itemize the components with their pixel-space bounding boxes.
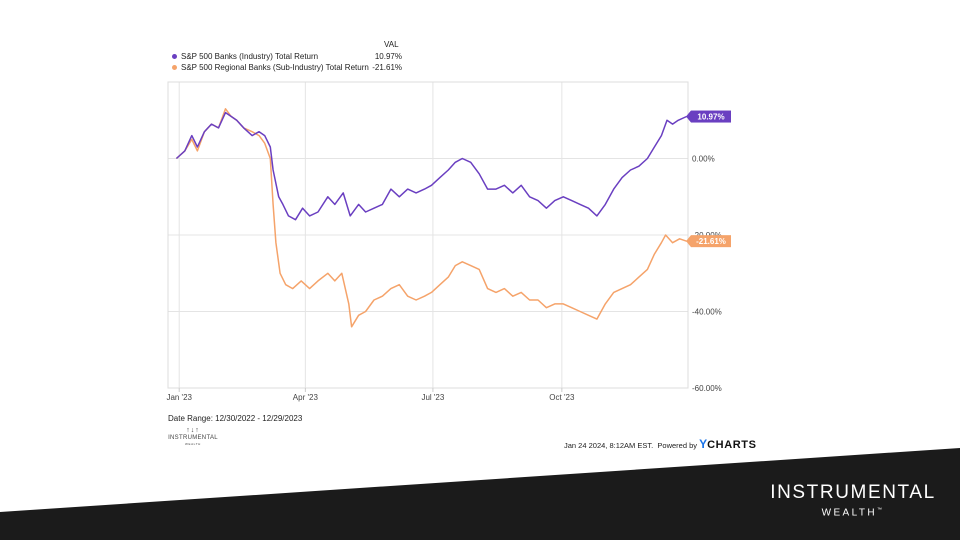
- ycharts-y-icon: Y: [699, 437, 708, 451]
- x-tick-label: Oct '23: [549, 393, 575, 402]
- series-line: [175, 111, 687, 221]
- x-tick-label: Jan '23: [166, 393, 192, 402]
- legend-label: S&P 500 Regional Banks (Sub-Industry) To…: [181, 63, 369, 72]
- x-tick-label: Apr '23: [293, 393, 319, 402]
- end-value-text: 10.97%: [697, 113, 724, 122]
- legend-label: S&P 500 Banks (Industry) Total Return: [181, 52, 319, 61]
- credit-line: Jan 24 2024, 8:12AM EST. Powered by YCHA…: [564, 437, 757, 451]
- ycharts-wordmark: CHARTS: [707, 439, 757, 451]
- brand-line1: INSTRUMENTAL: [770, 482, 936, 503]
- plot-frame: [167, 81, 689, 389]
- legend-dot-icon: [172, 54, 177, 60]
- end-value-label: 10.97%: [686, 110, 731, 123]
- legend-entry-regional-banks[interactable]: S&P 500 Regional Banks (Sub-Industry) To…: [172, 62, 402, 73]
- trademark: ™: [876, 507, 885, 513]
- y-tick-label: -60.00%: [692, 384, 722, 393]
- mini-logo-line2: WEALTH: [185, 442, 201, 446]
- legend-entry-banks[interactable]: S&P 500 Banks (Industry) Total Return 10…: [172, 51, 402, 62]
- legend-value: 10.97%: [374, 52, 402, 61]
- end-value-labels: -21.61% 10.97%: [686, 110, 731, 248]
- logo-mark-icon: ↑↓↑: [186, 427, 200, 434]
- date-range-text: Date Range: 12/30/2022 - 12/29/2023: [168, 414, 303, 423]
- legend-value: -21.61%: [372, 63, 402, 72]
- powered-by: Powered by: [657, 441, 698, 450]
- brand-line2-text: WEALTH: [821, 507, 877, 519]
- end-value-label: -21.61%: [686, 235, 731, 248]
- legend-dot-icon: [172, 65, 177, 71]
- mini-logo: ↑↓↑ INSTRUMENTAL WEALTH: [168, 427, 218, 447]
- series-lines: [175, 108, 687, 328]
- brand-logo: INSTRUMENTAL WEALTH™: [760, 482, 946, 519]
- timestamp: Jan 24 2024, 8:12AM EST.: [564, 441, 654, 450]
- series-line: [175, 108, 687, 328]
- x-tick-label: Jul '23: [421, 393, 444, 402]
- legend-header: VAL: [384, 40, 399, 49]
- brand-line2: WEALTH™: [760, 504, 946, 519]
- y-tick-label: 0.00%: [692, 155, 715, 164]
- x-axis-ticks: Jan '23 Apr '23 Jul '23 Oct '23: [166, 388, 575, 402]
- grid-lines: [168, 82, 688, 389]
- end-value-text: -21.61%: [696, 237, 726, 246]
- y-tick-label: -40.00%: [692, 308, 722, 317]
- mini-logo-line1: INSTRUMENTAL: [168, 435, 218, 441]
- y-axis-ticks: 0.00%-20.00%-40.00%-60.00%: [692, 155, 722, 394]
